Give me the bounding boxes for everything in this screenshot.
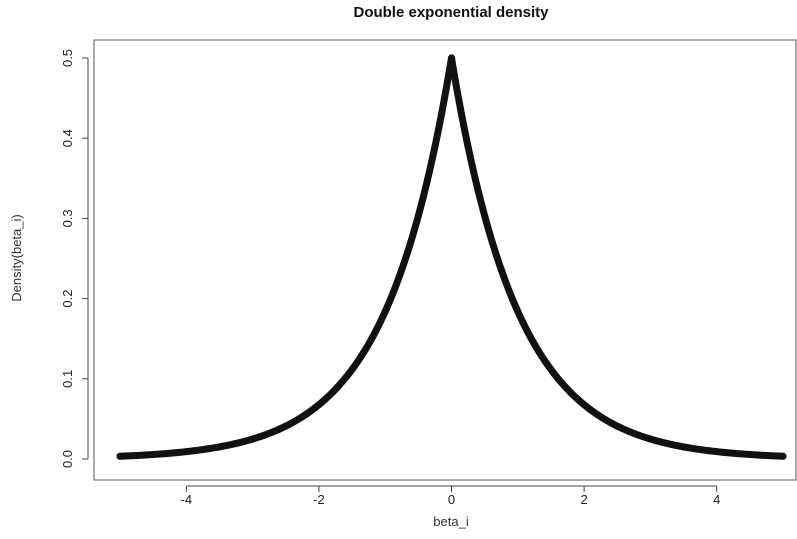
data-point bbox=[315, 401, 323, 409]
data-point bbox=[646, 435, 654, 443]
data-point bbox=[116, 452, 124, 460]
y-axis: 0.0 0.1 0.2 0.3 0.4 0.5 bbox=[60, 49, 89, 468]
x-tick-label: 2 bbox=[580, 492, 587, 507]
data-point bbox=[547, 365, 555, 373]
data-point bbox=[149, 451, 157, 459]
chart-title: Double exponential density bbox=[353, 4, 549, 21]
data-point bbox=[497, 266, 505, 274]
data-point bbox=[613, 422, 621, 430]
x-axis-title: beta_i bbox=[433, 514, 469, 529]
data-point bbox=[580, 401, 588, 409]
x-axis: -4 -2 0 2 4 bbox=[181, 485, 720, 507]
data-point bbox=[431, 143, 439, 151]
data-point bbox=[746, 451, 754, 459]
data-point bbox=[249, 435, 257, 443]
y-axis-title: Density(beta_i) bbox=[9, 214, 24, 301]
series-layer bbox=[116, 54, 787, 460]
y-tick-label: 0.3 bbox=[60, 209, 75, 227]
data-point bbox=[514, 308, 522, 316]
data-point bbox=[381, 308, 389, 316]
data-point bbox=[414, 212, 422, 220]
data-point bbox=[398, 266, 406, 274]
density-curve bbox=[116, 54, 787, 460]
y-tick-label: 0.2 bbox=[60, 290, 75, 308]
data-point bbox=[680, 443, 688, 451]
data-point bbox=[713, 448, 721, 456]
data-point bbox=[481, 212, 489, 220]
data-point bbox=[464, 143, 472, 151]
y-tick-label: 0.4 bbox=[60, 129, 75, 147]
x-tick-label: 0 bbox=[448, 492, 455, 507]
x-tick-label: 4 bbox=[713, 492, 720, 507]
data-point bbox=[182, 448, 190, 456]
y-tick-label: 0.5 bbox=[60, 49, 75, 67]
x-tick-label: -4 bbox=[181, 492, 193, 507]
y-tick-label: 0.1 bbox=[60, 370, 75, 388]
data-point bbox=[348, 365, 356, 373]
plot-frame bbox=[93, 39, 797, 481]
data-point bbox=[779, 452, 787, 460]
x-tick-label: -2 bbox=[313, 492, 325, 507]
data-point bbox=[448, 54, 455, 62]
y-tick-label: 0.0 bbox=[60, 450, 75, 468]
data-point bbox=[282, 422, 290, 430]
data-point bbox=[215, 443, 223, 451]
